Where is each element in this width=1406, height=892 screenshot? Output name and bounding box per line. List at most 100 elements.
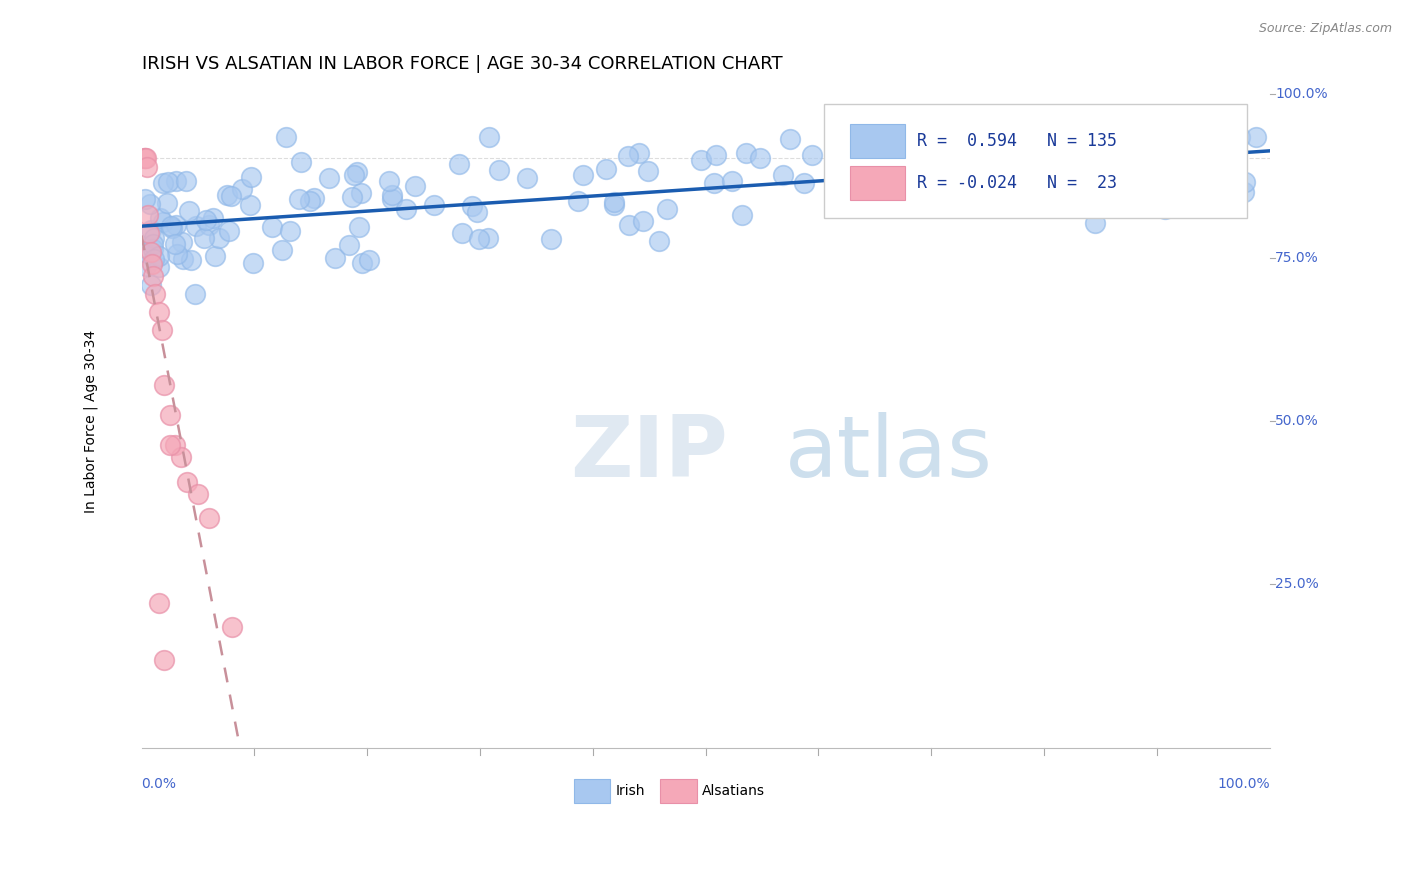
Point (318, 170, 340, 185)
Point (731, 208, 754, 222)
Text: 25.0%: 25.0% (1275, 577, 1319, 591)
Point (187, 486, 209, 500)
Point (135, 259, 157, 273)
Point (866, 136, 889, 151)
Point (735, 146, 758, 161)
Point (657, 202, 679, 216)
Point (381, 192, 404, 206)
Point (1074, 152, 1097, 166)
Point (160, 219, 183, 233)
Point (749, 151, 772, 165)
Point (198, 219, 221, 233)
Point (141, 223, 163, 237)
Point (1229, 129, 1251, 144)
Point (159, 438, 181, 452)
Point (138, 227, 160, 241)
Point (343, 168, 366, 182)
Point (141, 278, 163, 293)
Point (720, 173, 742, 187)
Point (194, 213, 217, 227)
Point (346, 165, 368, 179)
Point (447, 157, 470, 171)
Point (451, 226, 474, 240)
Text: atlas: atlas (785, 412, 993, 495)
Point (139, 244, 162, 259)
Point (155, 196, 177, 211)
Point (262, 219, 284, 234)
Point (950, 186, 973, 201)
Point (1060, 140, 1083, 154)
Point (142, 236, 165, 251)
Point (299, 194, 322, 208)
Point (132, 245, 155, 260)
Point (302, 191, 325, 205)
Point (148, 596, 170, 610)
Point (290, 155, 312, 169)
Point (186, 219, 208, 234)
Point (627, 146, 650, 161)
Point (834, 144, 856, 158)
Point (1010, 129, 1032, 144)
Point (540, 232, 562, 246)
Point (170, 235, 193, 249)
Point (1213, 142, 1236, 156)
Point (603, 194, 626, 209)
Point (955, 142, 977, 156)
FancyBboxPatch shape (661, 780, 696, 803)
Point (477, 129, 499, 144)
Point (1226, 145, 1249, 159)
Point (132, 151, 155, 165)
Point (1154, 202, 1177, 216)
Point (221, 620, 243, 634)
Point (215, 188, 238, 202)
Point (174, 174, 197, 188)
Point (801, 147, 824, 161)
Point (1216, 161, 1239, 176)
Point (170, 450, 193, 465)
Point (204, 249, 226, 263)
Point (134, 192, 156, 206)
Point (160, 221, 183, 235)
Point (910, 167, 932, 181)
Point (567, 194, 589, 208)
Point (152, 176, 174, 190)
Point (404, 178, 426, 193)
Text: R =  0.594   N = 135: R = 0.594 N = 135 (917, 131, 1116, 150)
Point (201, 211, 224, 225)
Point (165, 174, 187, 188)
Point (488, 163, 510, 178)
Point (595, 161, 617, 176)
Point (156, 175, 179, 189)
FancyBboxPatch shape (574, 780, 610, 803)
Point (1083, 153, 1105, 167)
Point (142, 252, 165, 266)
Point (350, 186, 373, 201)
Point (839, 129, 862, 144)
Point (352, 256, 374, 270)
Point (952, 197, 974, 211)
Text: 0.0%: 0.0% (142, 777, 177, 791)
Text: 100.0%: 100.0% (1218, 777, 1270, 791)
Point (239, 170, 262, 185)
Point (872, 151, 894, 165)
Point (936, 178, 959, 193)
FancyBboxPatch shape (851, 124, 905, 158)
Text: ZIP: ZIP (571, 412, 728, 495)
Point (142, 268, 165, 283)
Text: 50.0%: 50.0% (1275, 414, 1319, 428)
Point (1234, 175, 1257, 189)
Point (136, 160, 159, 174)
Point (141, 257, 163, 271)
Point (637, 163, 659, 178)
Point (270, 243, 292, 257)
Point (184, 287, 207, 301)
Point (908, 129, 931, 144)
Text: R = -0.024   N =  23: R = -0.024 N = 23 (917, 174, 1116, 192)
Point (134, 151, 156, 165)
Point (148, 260, 170, 275)
Text: Source: ZipAtlas.com: Source: ZipAtlas.com (1258, 22, 1392, 36)
Point (1001, 194, 1024, 209)
Point (465, 204, 488, 219)
Point (172, 252, 194, 266)
Point (152, 215, 174, 229)
